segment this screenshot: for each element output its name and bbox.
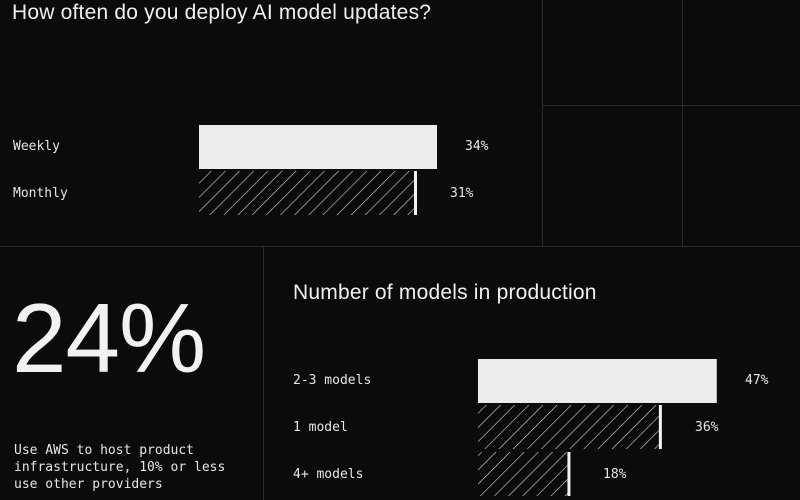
category-label-4-plus-models: 4+ models [293,467,364,482]
bar-2-3-models [478,359,717,403]
divider-horizontal-top-right [542,105,800,106]
category-label-weekly: Weekly [13,139,60,154]
chart-title-models-in-production: Number of models in production [293,281,597,304]
divider-vertical-top-1 [542,0,543,246]
chart-title-deploy-frequency: How often do you deploy AI model updates… [12,1,432,24]
value-label-weekly: 34% [465,139,489,154]
bar-monthly [199,171,416,215]
bar-end-marker-monthly [414,171,417,215]
value-label-1-model: 36% [695,420,719,435]
bar-1-model [478,405,661,449]
value-label-monthly: 31% [450,186,474,201]
divider-horizontal-middle [0,246,800,247]
value-label-4-plus-models: 18% [603,467,627,482]
bar-4-plus-models [478,452,570,496]
category-label-2-3-models: 2-3 models [293,373,372,388]
bar-weekly [199,125,437,169]
stat-value: 24% [12,283,206,393]
stat-description: Use AWS to host product infrastructure, … [14,443,226,492]
divider-vertical-bottom [263,246,264,500]
category-label-1-model: 1 model [293,420,348,435]
divider-vertical-top-2 [682,0,683,246]
bar-end-marker-1-model [658,405,662,449]
category-label-monthly: Monthly [13,186,68,201]
value-label-2-3-models: 47% [745,373,769,388]
bar-end-marker-4-plus-models [567,452,571,496]
